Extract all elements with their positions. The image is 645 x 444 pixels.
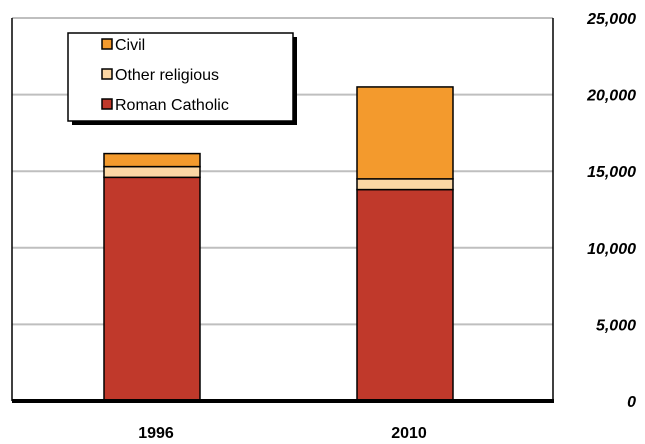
y-tick-labels: 0 5,000 10,000 15,000 20,000 25,000 xyxy=(586,11,636,411)
legend-label-roman-catholic: Roman Catholic xyxy=(115,97,229,114)
bar-2010-civil xyxy=(356,86,454,180)
y-tick-label-4: 20,000 xyxy=(586,88,636,105)
bar-1996-civil xyxy=(103,152,201,168)
bar-1996-roman-catholic xyxy=(103,176,201,402)
y-tick-label-1: 5,000 xyxy=(596,317,636,334)
y-tick-label-2: 10,000 xyxy=(587,241,636,258)
axes xyxy=(11,18,554,403)
legend: Civil Other religious Roman Catholic xyxy=(67,32,297,125)
bar-2010-roman-catholic xyxy=(356,188,454,402)
legend-swatch-roman-catholic xyxy=(101,98,113,110)
legend-label-civil: Civil xyxy=(115,37,145,54)
x-tick-label-1996: 1996 xyxy=(138,425,174,442)
x-tick-labels: 1996 2010 xyxy=(138,425,427,442)
bars xyxy=(103,86,454,402)
legend-label-other-religious: Other religious xyxy=(115,67,219,84)
x-tick-label-2010: 2010 xyxy=(391,425,427,442)
y-tick-label-0: 0 xyxy=(627,394,636,411)
bar-2010-other-religious xyxy=(356,178,454,191)
bar-1996-other-religious xyxy=(103,165,201,179)
y-tick-label-3: 15,000 xyxy=(587,164,636,181)
legend-swatch-other-religious xyxy=(101,68,113,80)
legend-swatch-civil xyxy=(101,38,113,50)
y-tick-label-5: 25,000 xyxy=(586,11,636,28)
